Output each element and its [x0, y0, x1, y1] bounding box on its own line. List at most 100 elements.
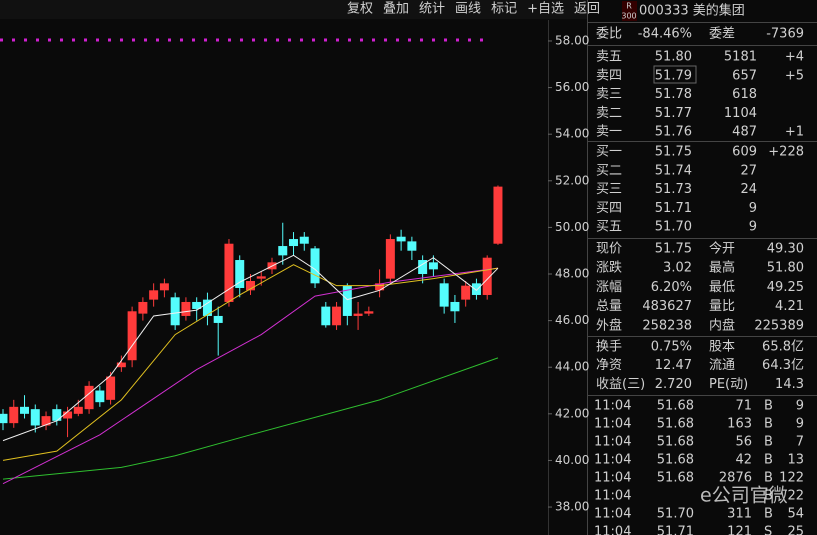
candle-body — [127, 311, 137, 361]
candle-body — [224, 243, 234, 302]
candle-body — [461, 285, 471, 300]
y-tick-label: 38.00 — [555, 500, 589, 514]
y-tick-label: 56.00 — [555, 80, 589, 94]
y-tick-label: 58.00 — [555, 33, 589, 47]
trade-count: 9 — [796, 417, 804, 432]
value: -84.46% — [638, 27, 692, 42]
toolbar-button[interactable]: 复权 — [347, 1, 373, 17]
candle-body — [439, 283, 449, 307]
candle-body — [493, 186, 503, 244]
watermark: e公司官微 — [700, 485, 788, 507]
trade-side: B — [764, 489, 773, 504]
label: 外盘 — [596, 317, 622, 333]
value: 2.720 — [655, 377, 692, 392]
label: 净资 — [596, 358, 622, 373]
candle-body — [52, 409, 62, 421]
value: 51.80 — [767, 261, 804, 276]
book-label: 买三 — [596, 182, 622, 197]
book-price: 51.76 — [655, 125, 692, 140]
candle-body — [471, 283, 481, 295]
trade-side: B — [764, 417, 773, 432]
moving-average — [2, 267, 499, 485]
trade-price: 51.71 — [657, 525, 694, 535]
trade-count: 54 — [787, 507, 804, 522]
trade-volume: 163 — [727, 417, 752, 432]
trade-volume: 56 — [735, 435, 752, 450]
trade-time: 11:04 — [594, 399, 631, 414]
toolbar-button[interactable]: +自选 — [527, 2, 564, 17]
candle-body — [84, 385, 94, 410]
label: 换手 — [596, 340, 622, 355]
candle-body — [213, 315, 223, 323]
trade-time: 11:04 — [594, 507, 631, 522]
candle-body — [289, 239, 299, 247]
toolbar-button[interactable]: 标记 — [491, 2, 517, 17]
highlight-box — [653, 65, 697, 84]
value: 12.47 — [655, 358, 692, 373]
candle-body — [450, 301, 460, 312]
book-price: 51.77 — [655, 106, 692, 121]
trade-price: 51.68 — [657, 471, 694, 486]
label: 量比 — [709, 299, 735, 314]
book-label: 买二 — [596, 163, 622, 178]
trade-side: B — [764, 453, 773, 468]
book-price: 51.74 — [655, 163, 692, 178]
trade-price: 51.68 — [657, 399, 694, 414]
candle-body — [170, 297, 180, 326]
trade-count: 7 — [796, 435, 804, 450]
trade-count: 13 — [787, 453, 804, 468]
toolbar-button[interactable]: 叠加 — [383, 2, 409, 17]
candle-body — [73, 406, 83, 414]
book-volume: 618 — [732, 87, 757, 102]
book-volume: 657 — [732, 68, 757, 83]
value: 6.20% — [651, 280, 692, 295]
value: 0.75% — [651, 340, 692, 355]
trade-side: S — [764, 525, 772, 535]
candle-body — [428, 262, 438, 270]
y-tick-label: 40.00 — [555, 453, 589, 467]
label: 最低 — [709, 280, 735, 295]
trade-time: 11:04 — [594, 435, 631, 450]
candle-body — [181, 301, 191, 316]
toolbar-button[interactable]: 统计 — [419, 2, 445, 17]
candle-body — [407, 241, 417, 251]
trade-side: B — [764, 507, 773, 522]
book-change: +4 — [785, 50, 804, 65]
candle-body — [310, 248, 320, 284]
book-volume: 9 — [749, 220, 757, 235]
trade-side: B — [764, 471, 773, 486]
book-volume: 27 — [740, 163, 757, 178]
book-volume: 24 — [740, 182, 757, 197]
candle-body — [375, 283, 385, 291]
book-change: +228 — [768, 145, 804, 160]
trade-time: 11:04 — [594, 453, 631, 468]
candle-body — [106, 376, 116, 400]
trade-price: 51.70 — [657, 507, 694, 522]
toolbar-button[interactable]: 返回 — [574, 2, 600, 17]
y-tick-label: 52.00 — [555, 173, 589, 187]
trade-volume: 311 — [727, 507, 752, 522]
candle-body — [63, 411, 73, 419]
trade-time: 11:04 — [594, 525, 631, 535]
book-volume: 1104 — [724, 106, 757, 121]
candle-body — [418, 260, 428, 275]
value: 4.21 — [775, 299, 804, 314]
candle-body — [245, 280, 255, 291]
book-volume: 9 — [749, 201, 757, 216]
candle-body — [342, 285, 352, 316]
label: PE(动) — [709, 377, 748, 392]
book-price: 51.75 — [655, 145, 692, 160]
book-price: 51.80 — [655, 50, 692, 65]
candle-body — [20, 406, 30, 414]
candle-body — [364, 311, 374, 314]
book-label: 卖三 — [596, 87, 622, 102]
label: 最高 — [709, 260, 735, 276]
trade-count: 22 — [787, 489, 804, 504]
candle-body — [41, 416, 51, 426]
book-label: 卖一 — [596, 125, 622, 140]
book-volume: 487 — [732, 125, 757, 140]
book-price: 51.79 — [655, 68, 692, 83]
trade-volume: 121 — [727, 525, 752, 535]
book-label: 买四 — [596, 201, 622, 216]
toolbar-button[interactable]: 画线 — [455, 2, 481, 17]
